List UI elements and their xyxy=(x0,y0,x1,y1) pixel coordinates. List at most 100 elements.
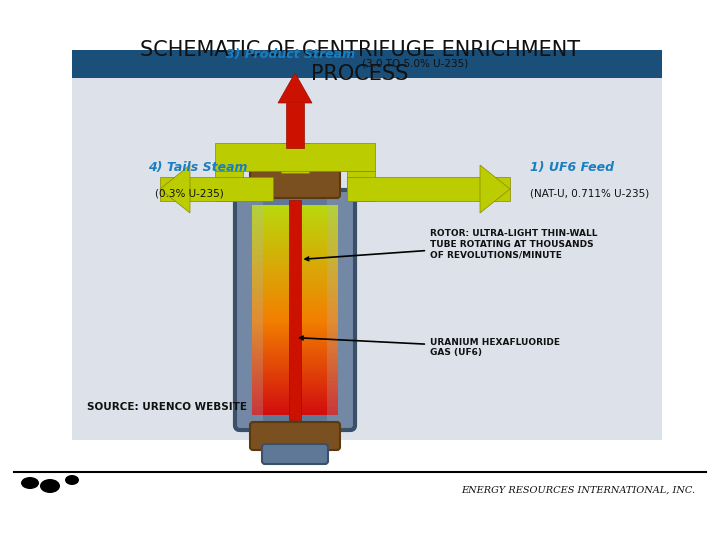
Bar xyxy=(252,410,338,413)
Bar xyxy=(252,312,338,314)
Bar xyxy=(252,328,338,331)
Bar xyxy=(252,326,338,329)
FancyBboxPatch shape xyxy=(235,190,355,430)
Bar xyxy=(252,274,338,276)
Bar xyxy=(252,236,338,239)
Bar xyxy=(252,242,338,245)
Bar xyxy=(252,238,338,241)
Text: (0.3% U-235): (0.3% U-235) xyxy=(155,189,224,199)
Bar xyxy=(252,381,338,383)
Bar xyxy=(252,267,338,270)
Bar xyxy=(252,389,338,392)
Bar xyxy=(252,301,338,303)
Polygon shape xyxy=(160,165,190,213)
FancyBboxPatch shape xyxy=(250,170,340,198)
Bar xyxy=(252,320,338,322)
Bar xyxy=(252,337,338,340)
Bar xyxy=(252,345,338,348)
Bar xyxy=(252,343,338,346)
Ellipse shape xyxy=(65,475,79,485)
Bar xyxy=(252,392,338,394)
Text: 1) UF6 Feed: 1) UF6 Feed xyxy=(530,160,614,173)
Bar xyxy=(252,364,338,367)
Bar xyxy=(252,245,338,247)
Bar xyxy=(252,205,338,207)
Text: 3) Product Stream: 3) Product Stream xyxy=(225,48,354,61)
Bar xyxy=(252,307,338,310)
Bar xyxy=(252,246,338,249)
Bar xyxy=(252,253,338,255)
Bar xyxy=(252,352,338,354)
Bar xyxy=(252,293,338,295)
Bar xyxy=(252,255,338,258)
Bar xyxy=(252,404,338,407)
Bar xyxy=(252,333,338,335)
Bar xyxy=(252,265,338,268)
Text: 4) Tails Steam: 4) Tails Steam xyxy=(148,160,248,173)
Bar xyxy=(252,314,338,316)
Bar xyxy=(252,309,338,312)
Bar xyxy=(252,394,338,396)
Bar xyxy=(252,261,338,264)
Bar xyxy=(252,356,338,359)
Bar xyxy=(347,177,510,201)
Bar xyxy=(72,50,662,78)
Bar xyxy=(252,339,338,341)
Bar xyxy=(252,318,338,321)
Bar xyxy=(252,396,338,398)
Bar xyxy=(252,383,338,386)
Bar xyxy=(252,385,338,388)
Bar xyxy=(252,257,338,260)
Bar xyxy=(252,400,338,402)
Bar xyxy=(252,347,338,350)
Bar xyxy=(252,373,338,375)
FancyBboxPatch shape xyxy=(262,444,328,464)
Bar xyxy=(252,349,338,352)
Polygon shape xyxy=(480,165,510,213)
Bar xyxy=(252,284,338,287)
Ellipse shape xyxy=(21,477,39,489)
Bar xyxy=(252,282,338,285)
Bar xyxy=(252,288,338,291)
Bar xyxy=(252,387,338,390)
Bar xyxy=(252,217,338,220)
Bar xyxy=(252,324,338,327)
Bar xyxy=(252,408,338,411)
Bar xyxy=(252,354,338,356)
Bar xyxy=(252,335,338,338)
Bar xyxy=(252,406,338,409)
Text: ENERGY RESOURCES INTERNATIONAL, INC.: ENERGY RESOURCES INTERNATIONAL, INC. xyxy=(461,485,695,495)
Bar xyxy=(347,171,375,201)
Bar xyxy=(252,291,338,293)
Bar xyxy=(252,341,338,343)
Bar xyxy=(252,299,338,302)
Bar xyxy=(252,230,338,232)
Bar xyxy=(252,278,338,281)
Text: ROTOR: ULTRA-LIGHT THIN-WALL
TUBE ROTATING AT THOUSANDS
OF REVOLUTIONS/MINUTE: ROTOR: ULTRA-LIGHT THIN-WALL TUBE ROTATI… xyxy=(305,230,598,261)
Bar xyxy=(252,240,338,243)
Bar xyxy=(252,413,338,415)
Bar xyxy=(252,362,338,364)
Text: SOURCE: URENCO WEBSITE: SOURCE: URENCO WEBSITE xyxy=(87,402,247,412)
Bar xyxy=(252,264,338,266)
Bar xyxy=(252,375,338,377)
Bar xyxy=(252,259,338,262)
Bar xyxy=(252,286,338,289)
Bar xyxy=(252,226,338,228)
Bar xyxy=(252,248,338,251)
Bar xyxy=(252,276,338,279)
Bar xyxy=(252,370,338,373)
Text: SCHEMATIC OF CENTRIFUGE ENRICHMENT: SCHEMATIC OF CENTRIFUGE ENRICHMENT xyxy=(140,40,580,60)
Bar xyxy=(252,208,338,211)
Bar xyxy=(72,50,662,440)
Bar xyxy=(252,360,338,362)
Bar xyxy=(252,297,338,300)
Bar xyxy=(252,397,338,400)
Bar xyxy=(252,232,338,234)
Bar xyxy=(252,330,338,333)
Ellipse shape xyxy=(40,479,60,493)
Bar xyxy=(215,143,375,171)
Bar xyxy=(160,177,273,201)
Bar xyxy=(252,379,338,381)
Bar xyxy=(252,316,338,319)
